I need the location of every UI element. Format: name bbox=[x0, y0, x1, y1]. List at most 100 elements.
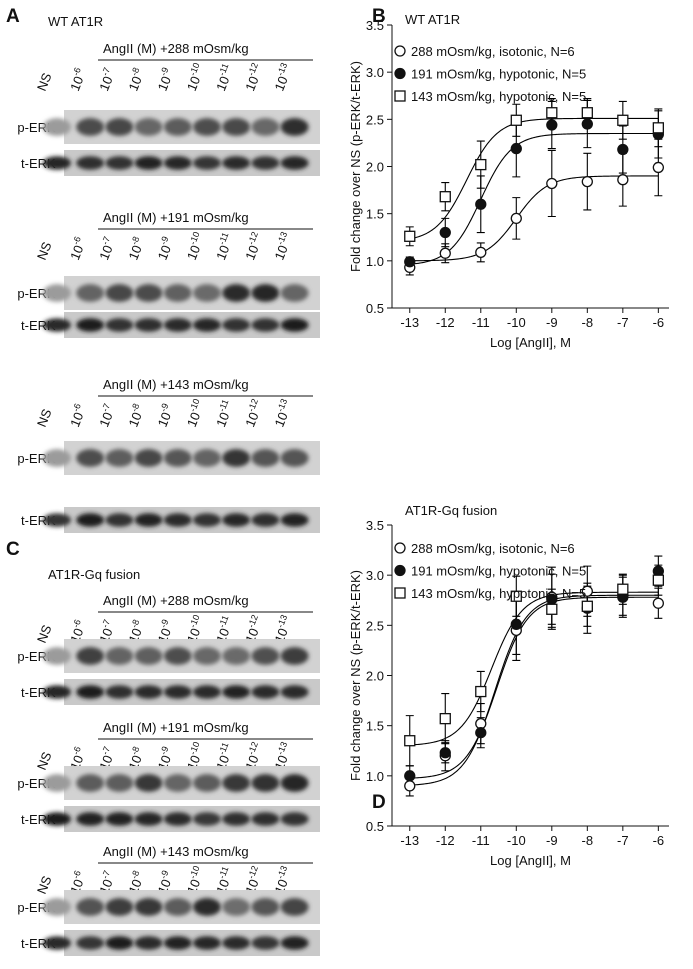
lane-label: 10-8 bbox=[124, 66, 148, 93]
blot-band bbox=[134, 118, 163, 136]
lane-base: 10 bbox=[184, 243, 203, 262]
blot-band bbox=[134, 156, 163, 170]
panel-label: A bbox=[6, 6, 20, 27]
lane-exponent: -9 bbox=[158, 618, 170, 629]
lane-base: 10 bbox=[125, 74, 144, 93]
lane-exponent: -11 bbox=[217, 614, 231, 629]
x-tick-label: -9 bbox=[546, 833, 558, 848]
lane-label: 10-12 bbox=[240, 230, 266, 262]
lane-exponent: -11 bbox=[217, 741, 231, 756]
legend-label: 143 mOsm/kg, hypotonic, N=5 bbox=[411, 89, 586, 104]
x-tick-label: -12 bbox=[436, 833, 455, 848]
blot-band bbox=[76, 449, 105, 467]
lane-label: NS bbox=[34, 622, 55, 645]
panel-label: D bbox=[372, 792, 386, 813]
lane-exponent: -12 bbox=[246, 397, 260, 413]
lane-label: 10-6 bbox=[65, 235, 89, 262]
blot-band bbox=[193, 685, 221, 699]
blot-band bbox=[222, 118, 251, 136]
marker bbox=[439, 712, 451, 725]
x-tick-label: -13 bbox=[400, 833, 419, 848]
blot-band bbox=[105, 284, 134, 302]
legend-label: 288 mOsm/kg, isotonic, N=6 bbox=[411, 541, 575, 556]
blot-band bbox=[134, 647, 163, 665]
y-tick-label: 2.5 bbox=[366, 112, 384, 127]
marker bbox=[581, 600, 593, 612]
marker bbox=[546, 177, 558, 190]
x-axis-label: Log [AngII], M bbox=[490, 853, 571, 868]
legend-label: 191 mOsm/kg, hypotonic, N=5 bbox=[411, 564, 586, 579]
lane-base: 10 bbox=[96, 410, 115, 429]
y-tick-label: 0.5 bbox=[366, 819, 384, 834]
y-tick-label: 3.5 bbox=[366, 18, 384, 33]
lane-base: 10 bbox=[213, 410, 232, 429]
blot-band bbox=[193, 156, 221, 170]
blot-band bbox=[280, 812, 309, 826]
blot-band bbox=[134, 318, 163, 332]
lane-exponent: -8 bbox=[129, 618, 141, 629]
x-tick-label: -13 bbox=[400, 315, 419, 330]
lane-base: 10 bbox=[271, 243, 290, 262]
lane-base: 10 bbox=[242, 74, 261, 93]
blot-band bbox=[222, 685, 251, 699]
blot-band bbox=[251, 898, 280, 916]
marker bbox=[617, 583, 629, 595]
lane-exponent: -10 bbox=[187, 397, 201, 413]
lane-base: 10 bbox=[271, 410, 290, 429]
blot-band bbox=[280, 898, 309, 916]
blot-band bbox=[43, 936, 71, 950]
lane-label: 10-12 bbox=[240, 397, 266, 429]
blot-band bbox=[105, 318, 134, 332]
blot-band bbox=[163, 812, 192, 826]
lane-exponent: -10 bbox=[187, 740, 201, 756]
x-tick-label: -7 bbox=[617, 315, 629, 330]
lane-exponent: -7 bbox=[100, 66, 112, 77]
lane-exponent: -12 bbox=[246, 864, 260, 880]
lane-base: 10 bbox=[155, 243, 174, 262]
lane-exponent: -7 bbox=[100, 618, 112, 629]
blot-band bbox=[43, 156, 71, 170]
lane-label: 10-7 bbox=[94, 235, 118, 262]
blot-band bbox=[76, 318, 105, 332]
legend-marker bbox=[394, 45, 406, 57]
blot-band bbox=[76, 513, 105, 527]
blot-band bbox=[280, 936, 309, 950]
y-tick-label: 2.0 bbox=[366, 160, 384, 175]
x-tick-label: -11 bbox=[472, 315, 490, 330]
lane-label: 10-13 bbox=[270, 397, 296, 429]
lane-exponent: -13 bbox=[275, 740, 289, 756]
blot-band bbox=[134, 812, 163, 826]
marker bbox=[652, 161, 664, 174]
lane-exponent: -12 bbox=[246, 230, 260, 246]
legend-marker bbox=[394, 90, 406, 102]
blot-band bbox=[163, 936, 192, 950]
lane-exponent: -13 bbox=[275, 61, 289, 77]
blot-band bbox=[134, 774, 163, 792]
blot-band bbox=[134, 449, 163, 467]
fit-curve bbox=[409, 175, 659, 262]
y-axis-label: Fold change over NS (p-ERK/t-ERK) bbox=[348, 570, 363, 781]
lane-exponent: -13 bbox=[275, 613, 289, 629]
lane-base: 10 bbox=[96, 243, 115, 262]
lane-label: 10-9 bbox=[153, 66, 177, 93]
y-tick-label: 3.5 bbox=[366, 518, 384, 533]
blot-band bbox=[163, 647, 192, 665]
blot-band bbox=[193, 284, 221, 302]
blot-band bbox=[193, 812, 221, 826]
legend-label: 143 mOsm/kg, hypotonic, N=5 bbox=[411, 586, 586, 601]
fit-curve bbox=[409, 591, 659, 746]
marker bbox=[404, 780, 416, 792]
y-tick-label: 0.5 bbox=[366, 301, 384, 316]
lane-exponent: -8 bbox=[129, 235, 141, 246]
group-header: AngII (M) +143 mOsm/kg bbox=[103, 377, 249, 392]
lane-exponent: -9 bbox=[158, 869, 170, 880]
blot-band bbox=[163, 685, 192, 699]
lane-label: 10-7 bbox=[94, 66, 118, 93]
marker bbox=[475, 198, 487, 210]
lane-exponent: -6 bbox=[71, 869, 83, 880]
lane-exponent: -11 bbox=[217, 865, 231, 880]
lane-base: 10 bbox=[213, 74, 232, 93]
blot-band bbox=[105, 812, 134, 826]
panel-title: AT1R-Gq fusion bbox=[48, 567, 140, 582]
x-tick-label: -10 bbox=[507, 315, 526, 330]
